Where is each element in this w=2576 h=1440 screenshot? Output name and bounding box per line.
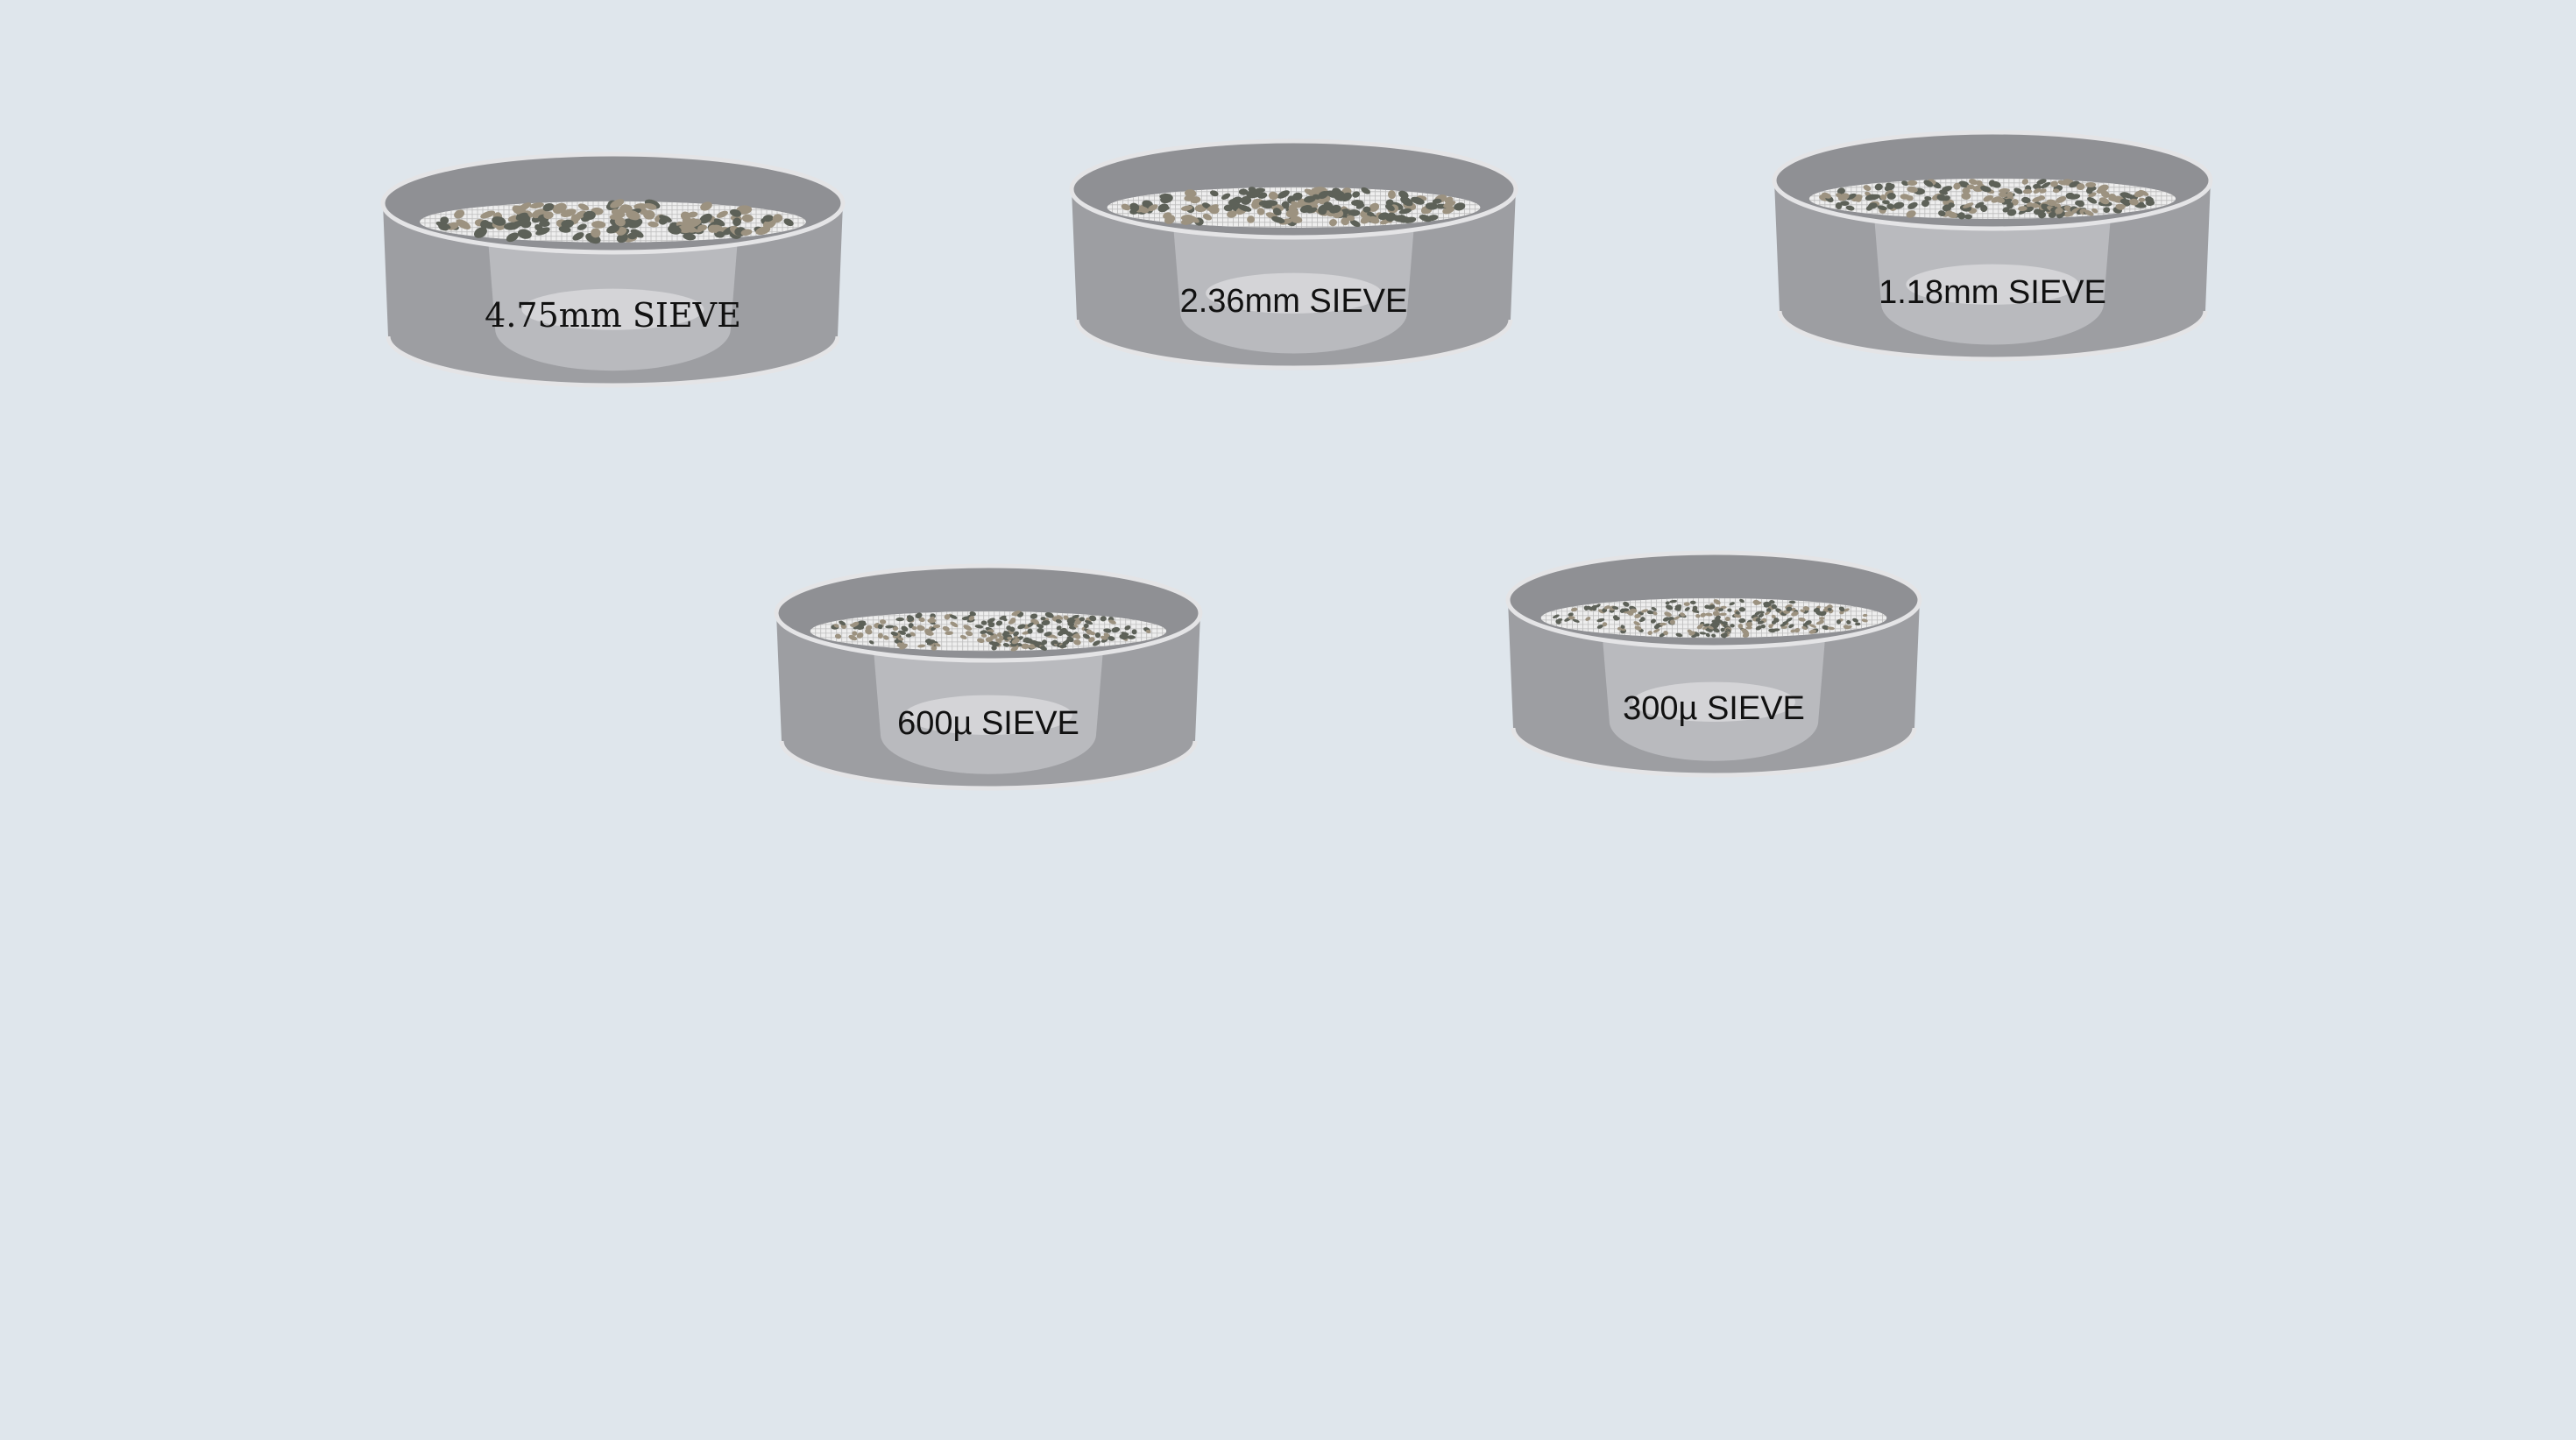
sieve-graphic (1772, 130, 2213, 362)
sieve-graphic (1505, 550, 1922, 778)
sieve-600-micron: 600µ SIEVE (773, 561, 1204, 797)
sieve-label: 300µ SIEVE (1623, 690, 1805, 727)
sieve-300-micron: 300µ SIEVE (1504, 547, 1923, 784)
sieve-1-18mm: 1.18mm SIEVE (1771, 127, 2214, 368)
label-panel (1206, 272, 1382, 314)
sieve-bottom-rim (1074, 319, 1513, 371)
aggregate-particles (1552, 598, 1868, 639)
sieve-mesh (1540, 597, 1887, 639)
sieve-graphic (1069, 138, 1518, 371)
sieve-graphic (380, 152, 846, 388)
sieve-label: 600µ SIEVE (897, 705, 1079, 742)
sieve-top-rim (1505, 550, 1922, 650)
sieve-bottom-rim (386, 335, 840, 388)
sieve-4-75mm: 4.75mm SIEVE (379, 149, 846, 394)
aggregate-particles (435, 199, 794, 244)
sieve-label: 4.75mm SIEVE (485, 296, 741, 335)
label-panel (904, 695, 1072, 735)
sieve-top-rim (380, 152, 846, 255)
sieve-label: 1.18mm SIEVE (1879, 274, 2106, 311)
sieve-bottom-rim (779, 740, 1198, 791)
sieve-top-rim (774, 563, 1203, 663)
sieve-graphic (774, 563, 1203, 791)
sieve-bottom-rim (1777, 310, 2208, 362)
label-panel (1906, 264, 2079, 305)
label-panel (521, 288, 704, 330)
sieve-bottom-rim (1511, 727, 1917, 778)
sieve-label: 2.36mm SIEVE (1179, 283, 1408, 320)
sieve-top-rim (1069, 138, 1518, 240)
label-panel (1631, 681, 1796, 722)
sieve-top-rim (1772, 130, 2213, 231)
aggregate-particles (1819, 179, 2155, 220)
sieve-2-36mm: 2.36mm SIEVE (1068, 136, 1519, 377)
aggregate-particles (1121, 187, 1466, 228)
aggregate-particles (831, 611, 1151, 652)
